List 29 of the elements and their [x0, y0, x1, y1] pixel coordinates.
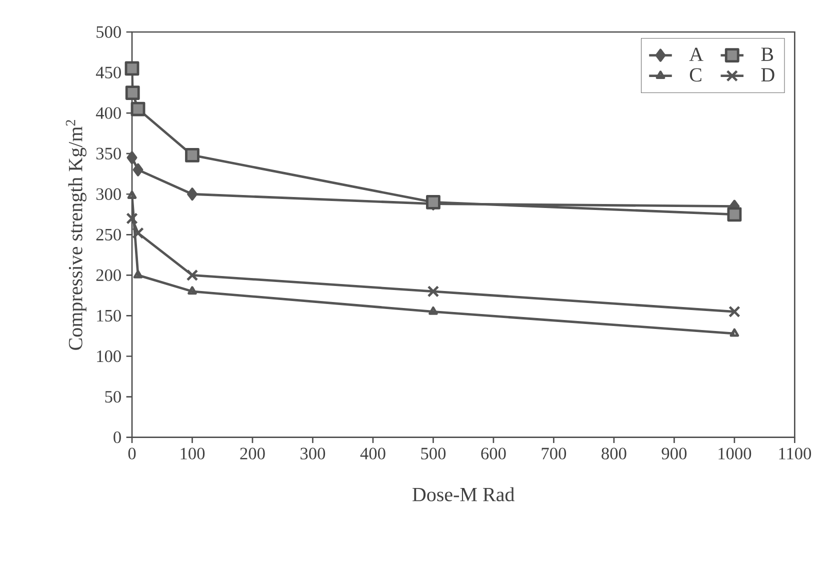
- x-tick-label: 600: [481, 448, 506, 460]
- y-tick-label: 450: [96, 66, 121, 79]
- y-tick-label: 150: [97, 310, 121, 322]
- y-tick-label: 350: [96, 148, 121, 160]
- y-axis-title: Compressive strength Kg/m$^{2}$: [66, 120, 86, 350]
- x-axis-title: Dose-M Rad: [412, 487, 514, 502]
- x-tick-label: 800: [602, 448, 626, 460]
- legend-label: A: [689, 48, 704, 62]
- y-tick-label: 250: [96, 228, 121, 241]
- legend-label: B: [761, 48, 774, 62]
- x-tick-label: 300: [300, 448, 326, 460]
- x-tick-label: 700: [542, 448, 566, 460]
- x-tick-label: 900: [662, 448, 687, 460]
- x-tick-label: 1000: [718, 448, 752, 460]
- x-tick-label: 400: [360, 448, 386, 460]
- legend-label: C: [690, 68, 702, 82]
- x-tick-label: 500: [421, 448, 446, 460]
- y-tick-label: 400: [96, 107, 121, 120]
- legend-label: D: [761, 68, 774, 82]
- y-tick-label: 500: [96, 26, 121, 38]
- y-tick-label: 200: [96, 270, 121, 282]
- y-tick-label: 100: [97, 350, 121, 362]
- x-tick-label: 200: [240, 448, 265, 460]
- y-tick-label: 300: [96, 188, 121, 200]
- y-tick-label: 50: [105, 391, 121, 403]
- x-tick-label: 100: [180, 448, 205, 460]
- x-tick-label: 1100: [779, 448, 812, 460]
- x-tick-label: 0: [128, 448, 136, 460]
- y-tick-label: 0: [114, 432, 121, 444]
